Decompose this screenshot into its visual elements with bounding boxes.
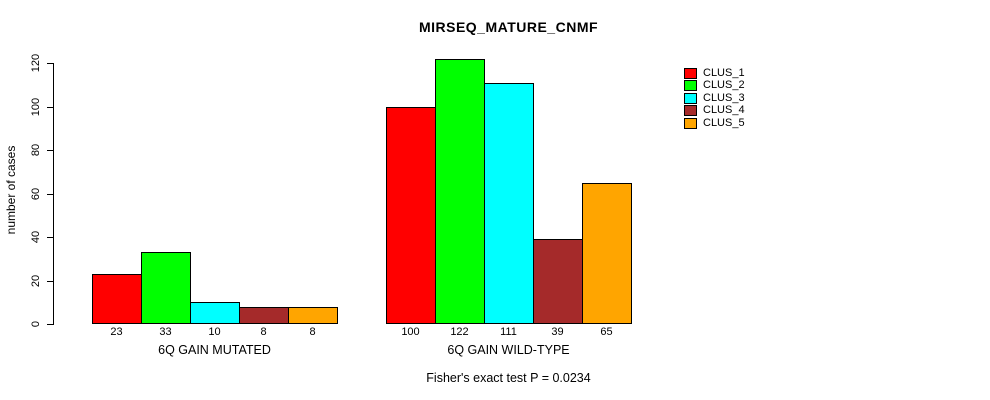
bar-clus_3	[484, 82, 534, 324]
legend-swatch-clus_2	[684, 80, 697, 92]
y-tick-label: 0	[30, 320, 42, 328]
y-tick	[47, 324, 54, 325]
bar-clus_4	[533, 239, 583, 324]
bar-value-label: 111	[500, 326, 517, 338]
y-tick	[47, 63, 54, 64]
legend-label: CLUS_5	[703, 116, 745, 129]
y-tick-label: 120	[30, 53, 42, 73]
y-tick-label: 100	[30, 97, 42, 116]
bar-value-label: 23	[110, 326, 123, 338]
bar-clus_3	[190, 302, 240, 324]
y-tick-label: 80	[30, 143, 42, 157]
y-tick	[47, 280, 54, 282]
bar-value-label: 65	[600, 326, 613, 338]
y-tick-label: 20	[30, 274, 42, 287]
y-tick-label: 60	[30, 187, 42, 200]
y-tick	[47, 150, 54, 151]
y-tick	[47, 237, 54, 238]
legend: CLUS_1 CLUS_2 CLUS_3 CLUS_4 CLUS_5	[684, 67, 745, 130]
legend-item: CLUS_5	[684, 117, 745, 130]
y-tick	[47, 193, 54, 195]
y-axis-title: number of cases	[4, 145, 18, 235]
bar-clus_1	[386, 106, 436, 324]
bar-value-label: 100	[401, 326, 420, 338]
bar-clus_1	[92, 273, 142, 324]
bar-clus_2	[435, 58, 485, 324]
bar-clus_5	[582, 182, 632, 324]
group-label: 6Q GAIN MUTATED	[158, 343, 271, 357]
legend-label: CLUS_4	[703, 104, 745, 117]
y-tick-label: 40	[30, 230, 42, 244]
bar-value-label: 8	[260, 326, 267, 338]
bar-value-label: 33	[159, 326, 172, 338]
legend-label: CLUS_1	[703, 66, 745, 79]
bar-value-label: 39	[551, 326, 564, 338]
bar-value-label: 8	[309, 326, 316, 338]
bar-clus_2	[141, 252, 191, 324]
legend-swatch-clus_5	[684, 117, 697, 129]
y-tick	[47, 106, 54, 108]
bar-clus_5	[288, 306, 338, 324]
bar-value-label: 122	[450, 326, 469, 338]
legend-item: CLUS_1	[684, 67, 745, 80]
legend-item: CLUS_4	[684, 105, 745, 118]
group-label: 6Q GAIN WILD-TYPE	[447, 343, 570, 357]
legend-item: CLUS_2	[684, 80, 745, 93]
bar-value-label: 10	[208, 326, 221, 338]
stat-annotation: Fisher's exact test P = 0.0234	[426, 371, 591, 385]
legend-item: CLUS_3	[684, 92, 745, 105]
bar-clus_4	[239, 306, 289, 324]
legend-swatch-clus_1	[684, 67, 697, 79]
legend-swatch-clus_4	[684, 105, 697, 117]
legend-swatch-clus_3	[684, 92, 697, 104]
legend-label: CLUS_2	[703, 79, 745, 92]
legend-label: CLUS_3	[703, 91, 745, 104]
chart-title: MIRSEQ_MATURE_CNMF	[418, 19, 599, 35]
